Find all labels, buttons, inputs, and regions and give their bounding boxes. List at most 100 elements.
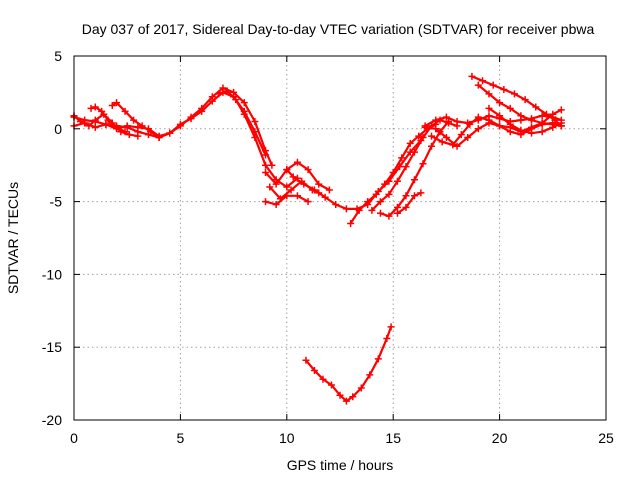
data-point bbox=[310, 366, 318, 374]
data-point bbox=[410, 176, 418, 184]
x-tick-label: 20 bbox=[492, 430, 508, 446]
data-point bbox=[410, 148, 418, 156]
data-point bbox=[138, 122, 146, 130]
data-point bbox=[376, 209, 384, 217]
data-point bbox=[402, 163, 410, 171]
data-point bbox=[251, 118, 259, 126]
data-point bbox=[485, 116, 493, 124]
data-point bbox=[91, 103, 99, 111]
data-point bbox=[76, 118, 84, 126]
data-point bbox=[474, 125, 482, 133]
series-arc-10 bbox=[283, 136, 425, 213]
data-point bbox=[293, 192, 301, 200]
data-point bbox=[300, 180, 308, 188]
data-point bbox=[453, 118, 461, 126]
data-point bbox=[198, 107, 206, 115]
data-point bbox=[415, 132, 423, 140]
data-point bbox=[310, 186, 318, 194]
data-point bbox=[538, 119, 546, 127]
data-point bbox=[85, 122, 93, 130]
data-point bbox=[393, 209, 401, 217]
data-point bbox=[81, 116, 89, 124]
data-point bbox=[517, 126, 525, 134]
data-point bbox=[557, 119, 565, 127]
data-point bbox=[121, 107, 129, 115]
data-point bbox=[347, 219, 355, 227]
series-line bbox=[470, 75, 563, 127]
x-tick-label: 5 bbox=[177, 430, 185, 446]
data-point bbox=[432, 125, 440, 133]
data-point bbox=[268, 161, 276, 169]
data-point bbox=[385, 212, 393, 220]
data-point bbox=[304, 166, 312, 174]
data-point bbox=[393, 177, 401, 185]
data-point bbox=[549, 110, 557, 118]
series-arc-07 bbox=[262, 158, 333, 194]
series-arc-14 bbox=[393, 189, 425, 217]
data-point bbox=[381, 180, 389, 188]
data-point bbox=[474, 113, 482, 121]
data-point bbox=[98, 107, 106, 115]
data-point bbox=[532, 103, 540, 111]
series-arc-01 bbox=[70, 84, 276, 169]
data-point bbox=[102, 120, 110, 128]
data-point bbox=[457, 131, 465, 139]
data-point bbox=[121, 128, 129, 136]
data-point bbox=[442, 134, 450, 142]
data-point bbox=[428, 132, 436, 140]
data-point bbox=[421, 123, 429, 131]
data-point bbox=[113, 123, 121, 131]
data-point bbox=[449, 141, 457, 149]
data-point bbox=[272, 180, 280, 188]
data-point bbox=[302, 356, 310, 364]
data-point bbox=[125, 131, 133, 139]
y-tick-label: -10 bbox=[42, 266, 62, 282]
data-point bbox=[123, 123, 131, 131]
data-point bbox=[187, 115, 195, 123]
data-point bbox=[485, 90, 493, 98]
data-point bbox=[87, 104, 95, 112]
data-point bbox=[496, 99, 504, 107]
data-point bbox=[538, 112, 546, 120]
x-tick-label: 0 bbox=[70, 430, 78, 446]
data-point bbox=[327, 381, 335, 389]
data-point bbox=[262, 198, 270, 206]
data-point bbox=[387, 323, 395, 331]
data-point bbox=[485, 104, 493, 112]
data-point bbox=[262, 151, 270, 159]
data-point bbox=[464, 134, 472, 142]
x-axis-label: GPS time / hours bbox=[287, 457, 394, 473]
series-line bbox=[285, 139, 422, 210]
data-point bbox=[528, 129, 536, 137]
data-point bbox=[208, 97, 216, 105]
data-series bbox=[70, 72, 565, 405]
data-point bbox=[251, 134, 259, 142]
data-point bbox=[325, 186, 333, 194]
x-tick-label: 25 bbox=[598, 430, 614, 446]
data-point bbox=[232, 96, 240, 104]
data-point bbox=[376, 198, 384, 206]
data-point bbox=[266, 183, 274, 191]
data-point bbox=[402, 192, 410, 200]
y-tick-label: -15 bbox=[42, 339, 62, 355]
series-arc-11 bbox=[347, 120, 440, 227]
data-point bbox=[500, 85, 508, 93]
data-point bbox=[372, 190, 380, 198]
data-point bbox=[368, 206, 376, 214]
series-arc-21 bbox=[302, 323, 395, 405]
data-point bbox=[289, 173, 297, 181]
data-point bbox=[468, 72, 476, 80]
chart-title: Day 037 of 2017, Sidereal Day-to-day VTE… bbox=[82, 21, 595, 37]
series-line bbox=[379, 120, 450, 218]
data-point bbox=[496, 112, 504, 120]
data-point bbox=[453, 142, 461, 150]
data-point bbox=[321, 193, 329, 201]
data-point bbox=[432, 116, 440, 124]
data-point bbox=[383, 334, 391, 342]
grid bbox=[74, 56, 606, 420]
data-point bbox=[496, 122, 504, 130]
data-point bbox=[215, 90, 223, 98]
data-point bbox=[240, 99, 248, 107]
x-tick-label: 10 bbox=[279, 430, 295, 446]
